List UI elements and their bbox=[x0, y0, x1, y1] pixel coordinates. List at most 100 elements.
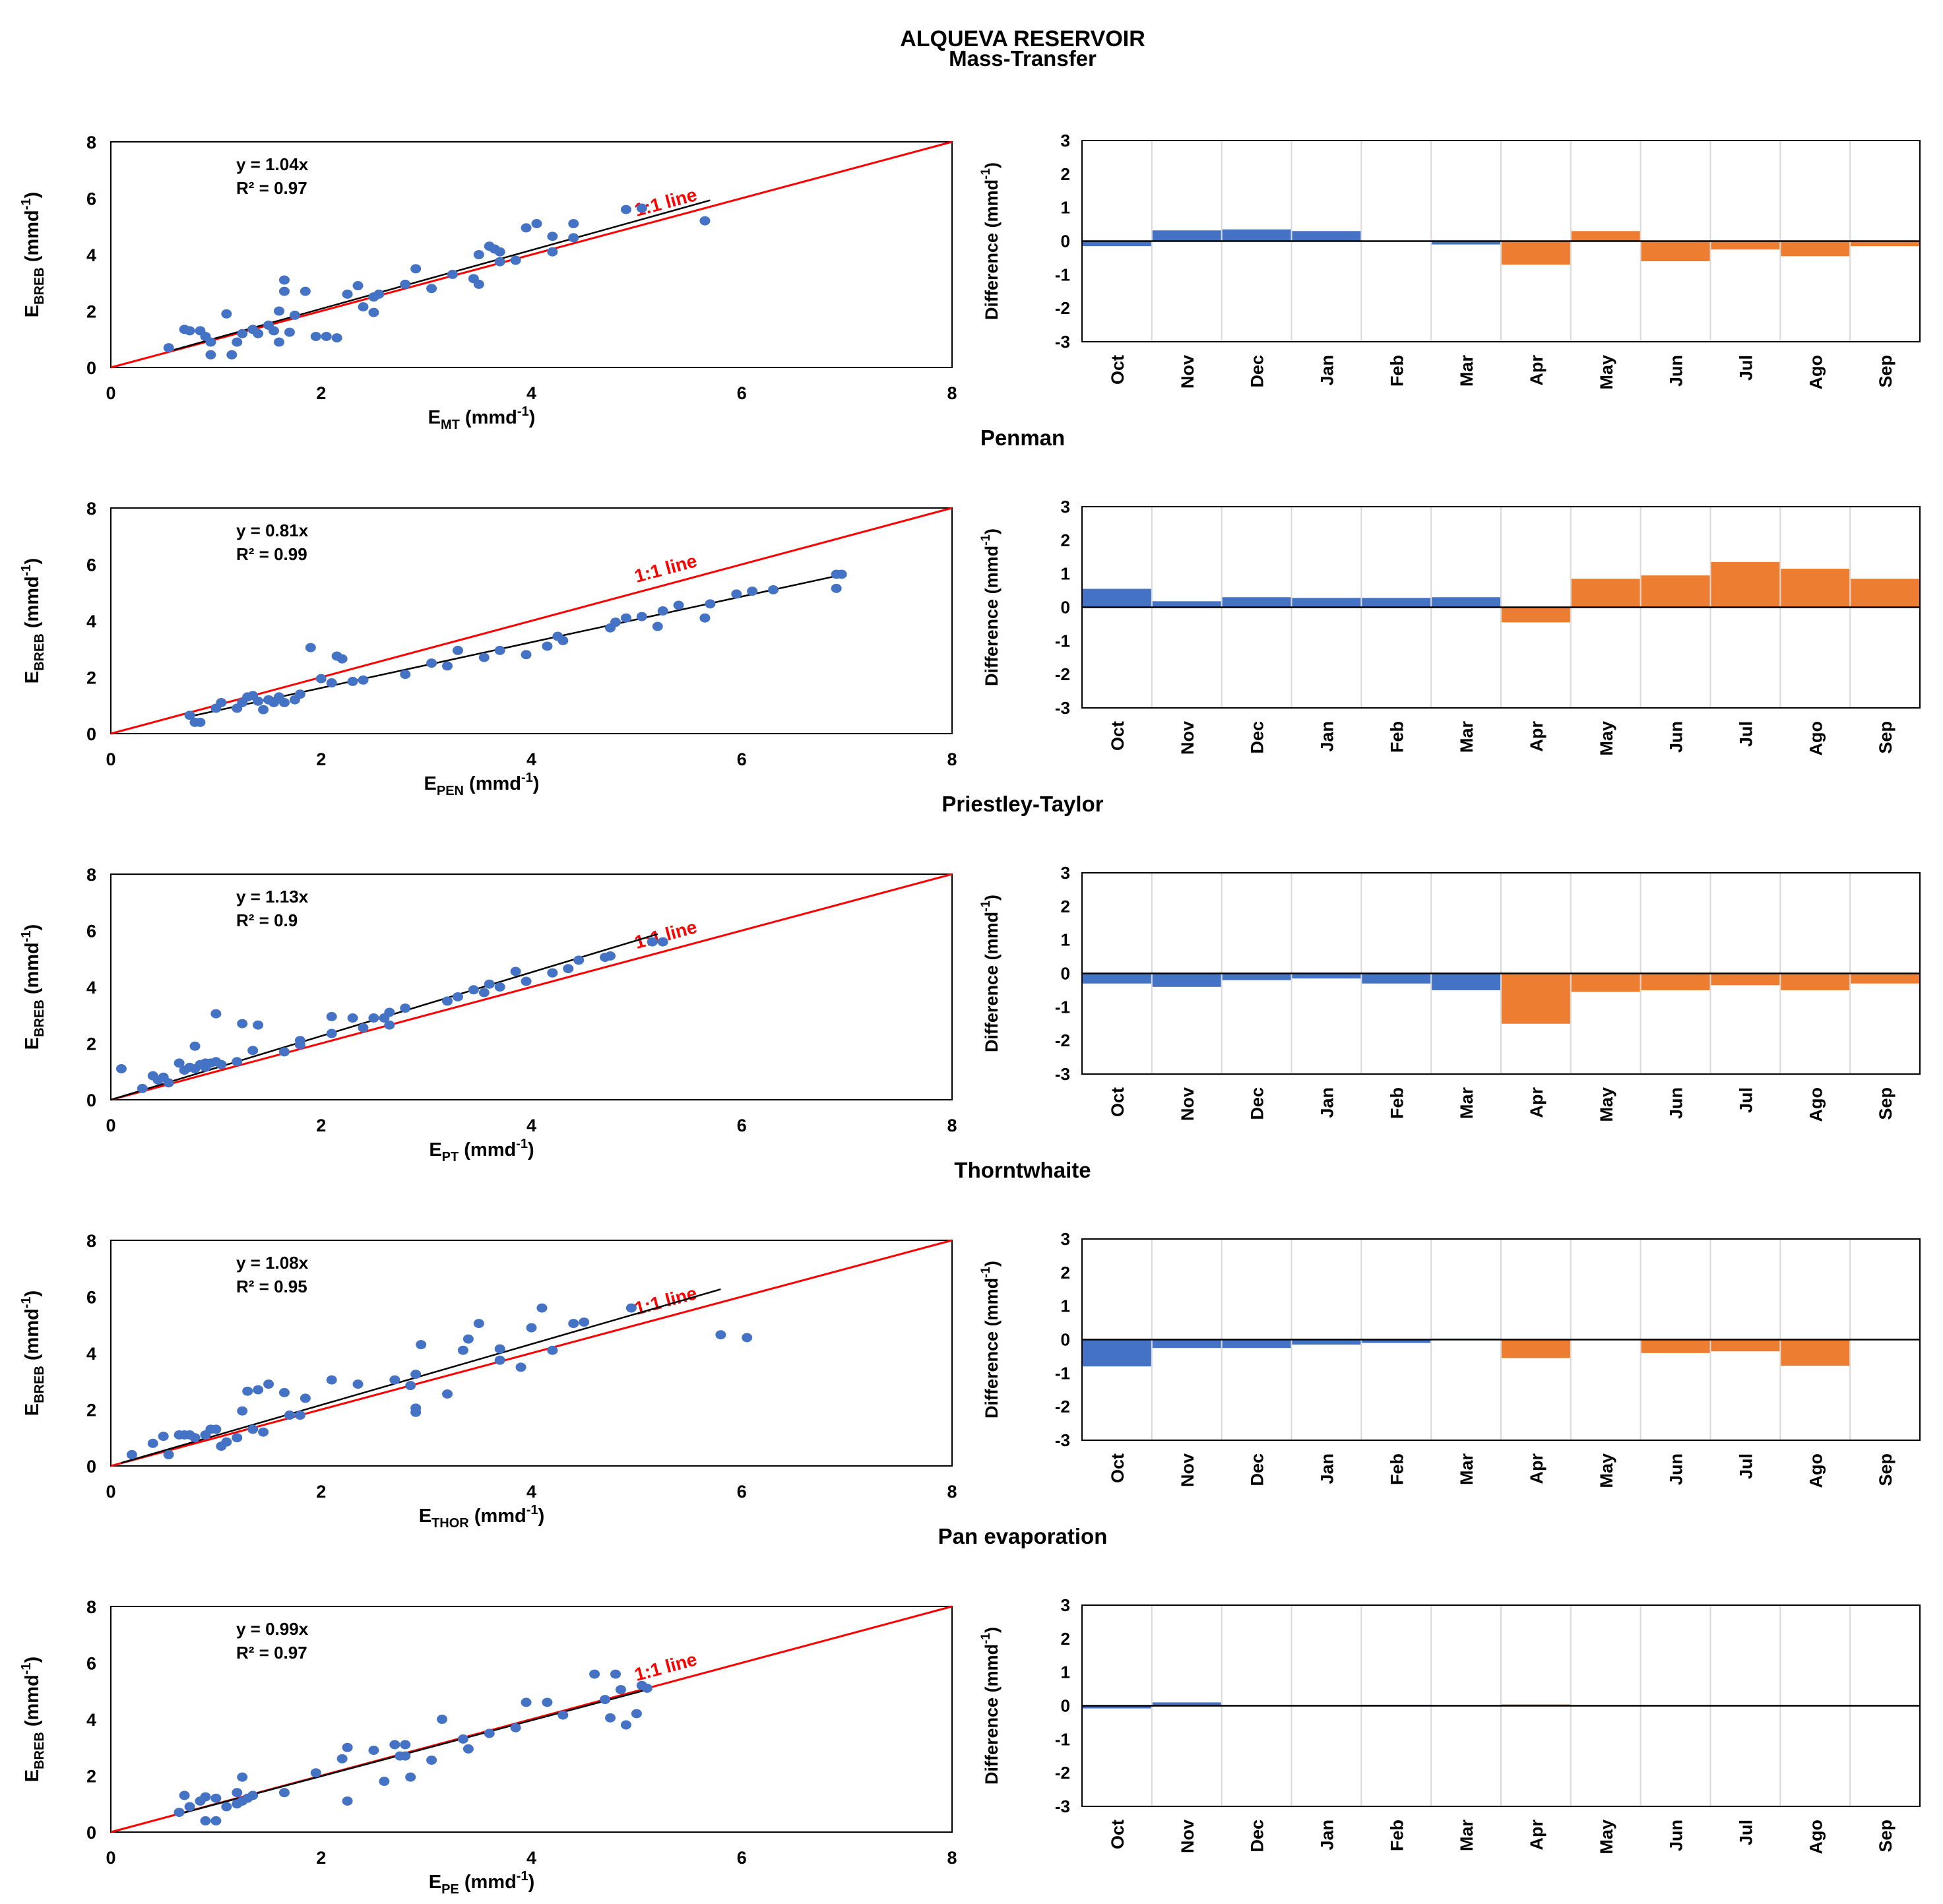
y-axis-label: EBREB (mmd-1) bbox=[19, 1290, 47, 1416]
bar-y-tick-label: -3 bbox=[1055, 698, 1070, 718]
data-point bbox=[294, 1411, 305, 1420]
data-point bbox=[278, 1387, 290, 1397]
data-point bbox=[368, 1013, 379, 1023]
category-label: Mar bbox=[1457, 721, 1477, 753]
x-tick-label: 6 bbox=[737, 1482, 747, 1502]
data-point bbox=[542, 641, 553, 651]
x-axis-label-sub: PE bbox=[441, 1882, 459, 1897]
data-point bbox=[237, 1772, 248, 1782]
data-point bbox=[416, 1340, 427, 1350]
bar-may bbox=[1571, 231, 1640, 241]
x-tick-label: 6 bbox=[737, 1116, 747, 1135]
x-tick-label: 2 bbox=[316, 749, 326, 769]
bar-oct bbox=[1083, 1705, 1151, 1709]
y-axis-label-close: ) bbox=[22, 1657, 43, 1663]
data-point bbox=[247, 1424, 259, 1434]
bar-y-tick-label: 1 bbox=[1061, 1296, 1070, 1316]
x-axis-label-main: E bbox=[428, 407, 441, 428]
data-point bbox=[263, 1380, 274, 1389]
data-point bbox=[568, 1319, 579, 1329]
y-axis-label-close: ) bbox=[22, 192, 43, 199]
panel-title: Priestley-Taylor bbox=[941, 792, 1103, 816]
bar-y-tick-label: -2 bbox=[1055, 298, 1070, 318]
category-label: Nov bbox=[1178, 1820, 1197, 1853]
category-label: May bbox=[1597, 1087, 1616, 1122]
x-axis-label-sub: THOR bbox=[431, 1516, 469, 1531]
bar-ago bbox=[1781, 973, 1850, 990]
bar-chart: 3 2 1 0 -1 -2 -3 Oct Nov Dec Jan Feb Mar Apr May Jun Jul… bbox=[979, 131, 1921, 390]
y-tick-label: 2 bbox=[86, 1034, 96, 1054]
category-label: May bbox=[1597, 1820, 1616, 1855]
bar-jul bbox=[1711, 561, 1780, 608]
data-point bbox=[278, 286, 290, 296]
y-tick-label: 6 bbox=[86, 1654, 96, 1674]
y-axis-label-sub: BREB bbox=[32, 267, 47, 305]
bar-dec bbox=[1222, 1339, 1291, 1349]
category-label: Jul bbox=[1736, 1820, 1756, 1845]
category-label: Jan bbox=[1317, 1820, 1337, 1851]
data-point bbox=[515, 1362, 526, 1372]
scatter-plot-area bbox=[110, 141, 953, 368]
data-point bbox=[274, 306, 284, 316]
data-point bbox=[589, 1669, 600, 1679]
data-point bbox=[326, 1011, 337, 1021]
y-axis-label-exp: -1 bbox=[19, 1663, 34, 1674]
x-axis-label-main: E bbox=[429, 1872, 441, 1893]
data-point bbox=[557, 1710, 569, 1720]
y-tick-label: 4 bbox=[86, 245, 96, 265]
data-point bbox=[258, 1427, 269, 1437]
category-label: Sep bbox=[1876, 355, 1895, 388]
bar-y-axis-label-exp: -1 bbox=[979, 168, 993, 179]
y-axis-label-close: ) bbox=[22, 1290, 43, 1297]
bar-y-tick-label: 3 bbox=[1061, 497, 1070, 517]
y-tick-label: 8 bbox=[86, 1231, 96, 1251]
data-point bbox=[184, 711, 195, 720]
data-point bbox=[705, 599, 716, 609]
bar-y-axis-label: Difference (mmd-1) bbox=[979, 528, 1002, 686]
bar-y-tick-label: 3 bbox=[1061, 863, 1070, 883]
data-point bbox=[521, 1698, 532, 1707]
category-label: Feb bbox=[1387, 721, 1407, 753]
data-point bbox=[478, 988, 490, 998]
data-point bbox=[221, 1802, 232, 1812]
bar-y-axis-label: Difference (mmd-1) bbox=[979, 895, 1002, 1052]
data-point bbox=[326, 1375, 337, 1385]
bar-jun bbox=[1641, 973, 1710, 990]
x-tick-label: 8 bbox=[947, 1848, 957, 1868]
x-tick-label: 4 bbox=[526, 383, 536, 403]
data-point bbox=[494, 645, 505, 655]
data-point bbox=[568, 218, 579, 228]
x-axis-label-exp: -1 bbox=[516, 1137, 528, 1151]
data-point bbox=[426, 1755, 437, 1765]
data-point bbox=[636, 612, 647, 621]
data-point bbox=[400, 1751, 411, 1761]
x-tick-label: 8 bbox=[947, 749, 957, 769]
data-point bbox=[442, 1389, 453, 1399]
category-label: Jun bbox=[1667, 355, 1686, 387]
bar-oct bbox=[1083, 588, 1151, 608]
data-point bbox=[294, 689, 305, 699]
scatter-plot-area bbox=[110, 1606, 953, 1833]
category-label: Oct bbox=[1108, 721, 1128, 751]
data-point bbox=[473, 279, 484, 289]
data-point bbox=[289, 310, 300, 320]
data-point bbox=[384, 1007, 395, 1017]
data-point bbox=[373, 289, 385, 299]
x-tick-label: 6 bbox=[737, 749, 747, 769]
data-point bbox=[405, 1381, 416, 1391]
data-point bbox=[184, 1802, 195, 1812]
data-point bbox=[426, 658, 437, 668]
data-point bbox=[447, 269, 458, 279]
data-point bbox=[620, 613, 631, 623]
data-point bbox=[426, 284, 437, 294]
data-point bbox=[437, 1715, 448, 1724]
data-point bbox=[300, 1393, 311, 1403]
y-tick-label: 8 bbox=[86, 865, 96, 885]
category-label: Ago bbox=[1806, 1820, 1826, 1854]
bar-jul bbox=[1711, 241, 1780, 250]
data-point bbox=[657, 937, 668, 947]
y-tick-label: 4 bbox=[86, 612, 96, 631]
x-tick-label: 8 bbox=[947, 383, 957, 403]
data-point bbox=[547, 1345, 558, 1355]
